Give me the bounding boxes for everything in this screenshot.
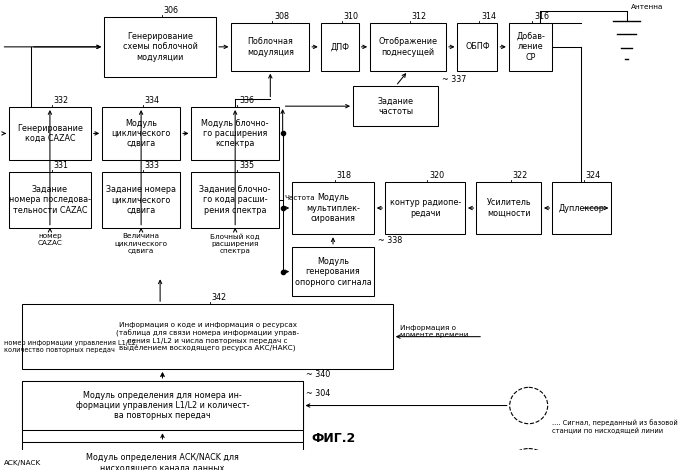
Text: ДПФ: ДПФ xyxy=(330,42,349,51)
Text: контур радиопе-
редачи: контур радиопе- редачи xyxy=(389,198,461,218)
FancyBboxPatch shape xyxy=(292,247,374,297)
FancyBboxPatch shape xyxy=(9,172,91,227)
Text: 333: 333 xyxy=(145,161,160,170)
Text: Задание номера
циклического
сдвига: Задание номера циклического сдвига xyxy=(106,185,176,215)
Text: Модуль
мультиплек-
сирования: Модуль мультиплек- сирования xyxy=(306,193,360,223)
Text: .... Сигнал, переданный из базовой
станции по нисходящей линии: .... Сигнал, переданный из базовой станц… xyxy=(552,419,678,434)
Text: Усилитель
мощности: Усилитель мощности xyxy=(487,198,531,218)
FancyBboxPatch shape xyxy=(22,381,303,431)
Text: ~ 340: ~ 340 xyxy=(306,370,331,379)
Text: Модуль
циклического
сдвига: Модуль циклического сдвига xyxy=(111,118,171,149)
Text: Модуль
генерования
опорного сигнала: Модуль генерования опорного сигнала xyxy=(294,257,371,287)
Text: Модуль определения для номера ин-
формации управления L1/L2 и количест-
ва повто: Модуль определения для номера ин- формац… xyxy=(75,391,250,421)
FancyBboxPatch shape xyxy=(370,23,446,71)
Text: Задание
номера последова-
тельности CAZAC: Задание номера последова- тельности CAZA… xyxy=(9,185,91,215)
Text: Частота: Частота xyxy=(284,195,315,201)
FancyBboxPatch shape xyxy=(22,304,393,369)
Text: ACK/NACK: ACK/NACK xyxy=(4,460,41,466)
Text: Задание блочно-
го кода расши-
рения спектра: Задание блочно- го кода расши- рения спе… xyxy=(199,185,271,215)
FancyBboxPatch shape xyxy=(102,172,180,227)
FancyBboxPatch shape xyxy=(104,17,216,77)
Text: ~ 338: ~ 338 xyxy=(377,236,402,245)
Text: 324: 324 xyxy=(586,171,601,180)
FancyBboxPatch shape xyxy=(22,442,303,470)
Text: 318: 318 xyxy=(337,171,352,180)
Text: 334: 334 xyxy=(145,96,160,105)
FancyBboxPatch shape xyxy=(509,23,552,71)
Text: ~ 304: ~ 304 xyxy=(306,389,331,398)
Text: Информация о
моменте времени: Информация о моменте времени xyxy=(401,325,469,338)
FancyBboxPatch shape xyxy=(477,182,541,235)
Text: 336: 336 xyxy=(239,96,254,105)
Text: номер информации управления L1/L2,
количество повторных передач: номер информации управления L1/L2, колич… xyxy=(4,340,138,353)
FancyBboxPatch shape xyxy=(385,182,465,235)
FancyBboxPatch shape xyxy=(231,23,309,71)
Text: ~ 337: ~ 337 xyxy=(442,75,467,84)
Text: Отображение
поднесущей: Отображение поднесущей xyxy=(379,37,438,56)
Text: Генерирование
кода CAZAC: Генерирование кода CAZAC xyxy=(17,124,83,143)
Text: Информация о коде и информация о ресурсах
(таблица для связи номера информации у: Информация о коде и информация о ресурса… xyxy=(116,322,299,351)
Text: Блочный код
расширения
спектра: Блочный код расширения спектра xyxy=(210,234,260,254)
Text: Дуплексор: Дуплексор xyxy=(559,204,605,212)
Text: 332: 332 xyxy=(54,96,69,105)
Text: номер
CAZAC: номер CAZAC xyxy=(38,234,62,246)
FancyBboxPatch shape xyxy=(192,107,279,160)
FancyBboxPatch shape xyxy=(102,107,180,160)
Text: Модуль блочно-
го расширения
кспектра: Модуль блочно- го расширения кспектра xyxy=(201,118,269,149)
Text: Модуль определения для номера ин-
формации управления L1/L2 и количест-
ва повто: Модуль определения для номера ин- формац… xyxy=(75,391,250,421)
Text: Генерирование
схемы поблочной
модуляции: Генерирование схемы поблочной модуляции xyxy=(123,32,198,62)
Text: 312: 312 xyxy=(412,12,427,21)
FancyBboxPatch shape xyxy=(552,182,612,235)
Text: ОБПФ: ОБПФ xyxy=(465,42,490,51)
FancyBboxPatch shape xyxy=(9,107,91,160)
FancyBboxPatch shape xyxy=(22,400,303,442)
Text: Модуль определения АСК/NACK для
нисходящего канала данных: Модуль определения АСК/NACK для нисходящ… xyxy=(86,453,239,470)
Text: Задание
частоты: Задание частоты xyxy=(377,96,414,116)
FancyBboxPatch shape xyxy=(353,86,438,126)
FancyBboxPatch shape xyxy=(292,182,374,235)
Text: 322: 322 xyxy=(512,171,528,180)
Text: 316: 316 xyxy=(534,12,549,21)
FancyBboxPatch shape xyxy=(457,23,497,71)
Text: 308: 308 xyxy=(274,12,289,21)
Text: Антенна: Антенна xyxy=(631,4,663,9)
Text: Модуль определения АСК/NACK для
нисходящего канала данных: Модуль определения АСК/NACK для нисходящ… xyxy=(86,411,239,431)
Text: Поблочная
модуляция: Поблочная модуляция xyxy=(247,37,294,56)
FancyBboxPatch shape xyxy=(321,23,359,71)
Text: 314: 314 xyxy=(481,12,496,21)
Text: Величина
циклического
сдвига: Величина циклического сдвига xyxy=(115,234,168,253)
Text: Добав-
ление
СР: Добав- ление СР xyxy=(516,32,545,62)
Text: 335: 335 xyxy=(239,161,254,170)
Text: 320: 320 xyxy=(429,171,444,180)
Text: 342: 342 xyxy=(211,293,226,302)
Text: 306: 306 xyxy=(164,6,179,16)
Text: 331: 331 xyxy=(54,161,69,170)
FancyBboxPatch shape xyxy=(22,381,303,431)
Text: ФИГ.2: ФИГ.2 xyxy=(311,432,356,445)
Text: 310: 310 xyxy=(343,12,359,21)
FancyBboxPatch shape xyxy=(192,172,279,227)
